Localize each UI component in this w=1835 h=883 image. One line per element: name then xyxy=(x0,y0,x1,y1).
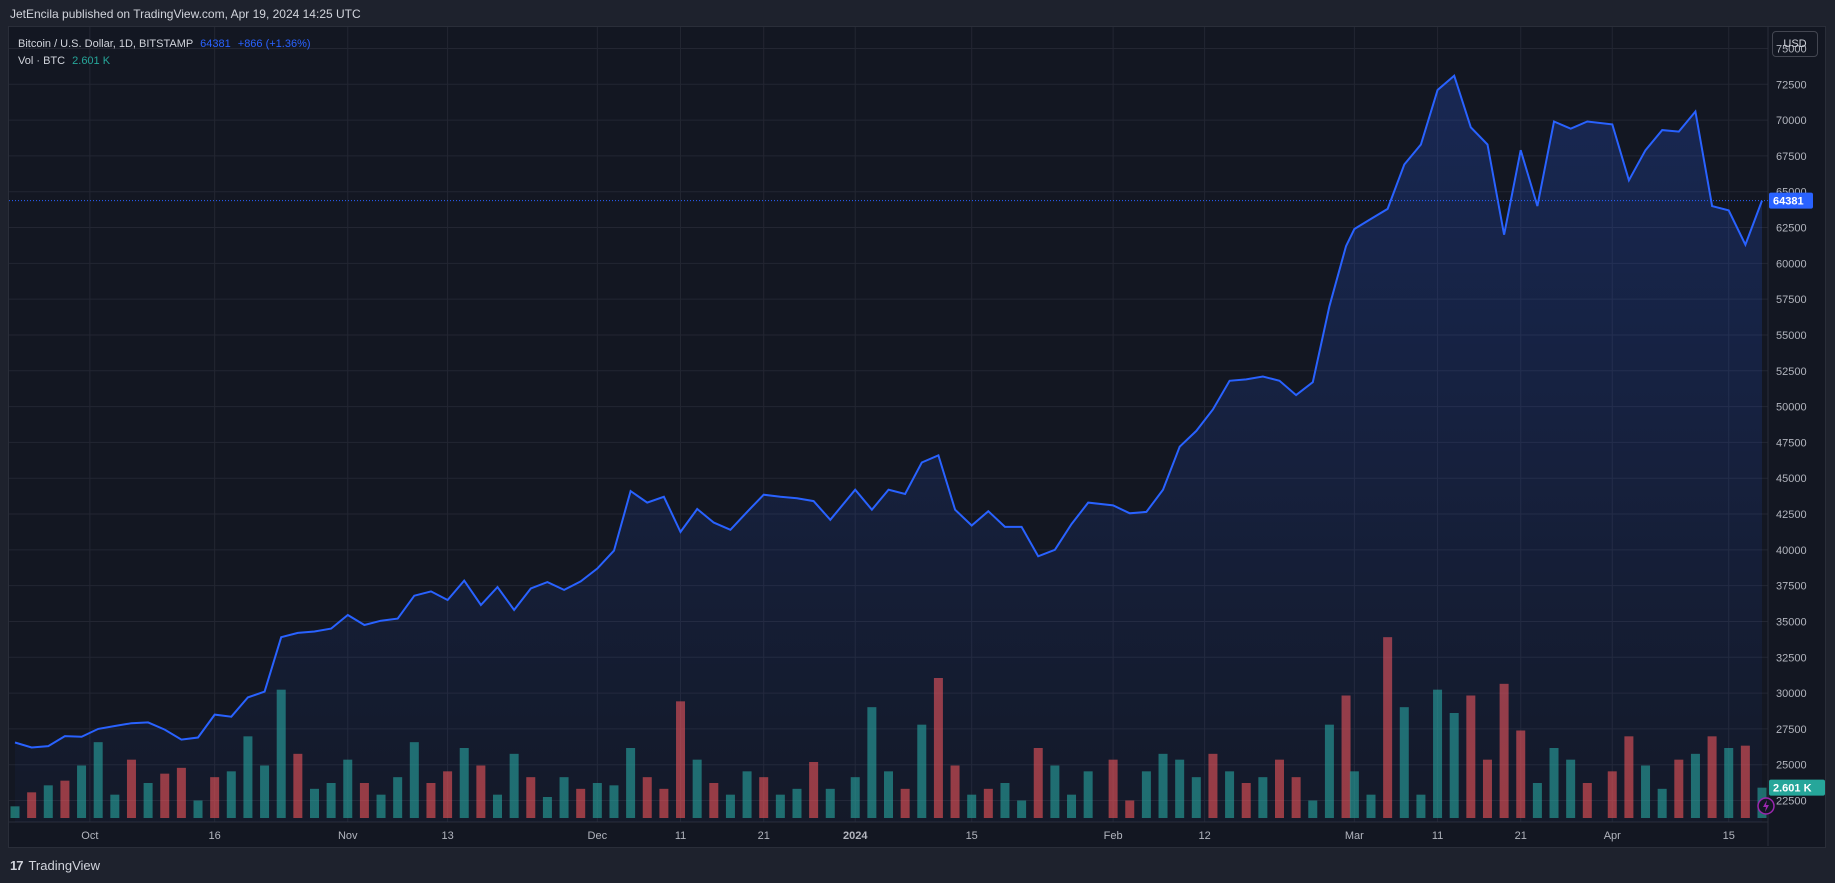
tradingview-logo-icon: 17 xyxy=(10,858,24,873)
x-tick-label: 13 xyxy=(441,830,453,842)
price-badge: 64381 xyxy=(1769,192,1813,209)
y-tick-label: 47500 xyxy=(1776,437,1807,449)
volume-badge-label: 2.601 K xyxy=(1773,783,1812,795)
footer-branding[interactable]: 17 TradingView xyxy=(10,858,100,873)
bolt-icon[interactable] xyxy=(1757,797,1775,815)
publisher-info: JetEncila published on TradingView.com, … xyxy=(10,7,361,21)
x-tick-label: 11 xyxy=(675,830,686,842)
x-tick-label: 15 xyxy=(1723,830,1735,842)
price-line xyxy=(14,73,1763,749)
chart-legend: Bitcoin / U.S. Dollar, 1D, BITSTAMP 6438… xyxy=(18,36,311,70)
y-tick-label: 45000 xyxy=(1776,473,1807,485)
price-area-fill xyxy=(15,75,1762,822)
symbol-row: Bitcoin / U.S. Dollar, 1D, BITSTAMP 6438… xyxy=(18,36,311,53)
y-tick-label: 40000 xyxy=(1776,545,1807,557)
y-tick-label: 70000 xyxy=(1776,115,1807,127)
x-tick-label: 16 xyxy=(209,830,221,842)
x-tick-label: Feb xyxy=(1104,830,1123,842)
volume-row: Vol · BTC 2.601 K xyxy=(18,53,311,70)
x-tick-label: 2024 xyxy=(843,830,868,842)
x-tick-label: Nov xyxy=(338,830,358,842)
y-tick-label: 50000 xyxy=(1776,402,1807,414)
y-tick-label: 67500 xyxy=(1776,151,1807,163)
last-price: 64381 xyxy=(200,38,231,50)
y-tick-label: 37500 xyxy=(1776,581,1807,593)
x-tick-label: Apr xyxy=(1604,830,1621,842)
x-tick-label: 11 xyxy=(1432,830,1443,842)
volume-value: 2.601 K xyxy=(72,55,111,67)
price-change: +866 (+1.36%) xyxy=(237,38,311,50)
x-tick-label: 15 xyxy=(966,830,978,842)
volume-label[interactable]: Vol · BTC xyxy=(18,55,66,67)
y-tick-label: 32500 xyxy=(1776,652,1807,664)
y-tick-label: 42500 xyxy=(1776,509,1807,521)
y-tick-label: 35000 xyxy=(1776,616,1807,628)
x-tick-label: Mar xyxy=(1345,830,1364,842)
y-tick-label: 72500 xyxy=(1776,79,1807,91)
x-tick-label: 12 xyxy=(1198,830,1210,842)
y-tick-label: 25000 xyxy=(1776,760,1807,772)
y-tick-label: 55000 xyxy=(1776,330,1807,342)
symbol-title[interactable]: Bitcoin / U.S. Dollar, 1D, BITSTAMP xyxy=(18,38,194,50)
y-tick-label: 57500 xyxy=(1776,294,1807,306)
x-tick-label: 21 xyxy=(1515,830,1527,842)
price-badge-label: 64381 xyxy=(1773,196,1804,208)
x-tick-label: Oct xyxy=(81,830,98,842)
y-tick-label: 62500 xyxy=(1776,223,1807,235)
y-tick-label: 75000 xyxy=(1776,43,1807,55)
x-tick-label: Dec xyxy=(588,830,608,842)
time-axis[interactable]: Oct 16 Nov 13 Dec 11 21 2024 15 Feb 12 Mar 11 21 Apr 15 xyxy=(81,830,1735,842)
x-tick-label: 21 xyxy=(758,830,770,842)
y-tick-label: 22500 xyxy=(1776,796,1807,808)
y-tick-label: 27500 xyxy=(1776,724,1807,736)
price-axis[interactable]: 22500 25000 27500 30000 32500 35000 37500 40000… xyxy=(1776,43,1807,807)
y-tick-label: 60000 xyxy=(1776,258,1807,270)
volume-badge: 2.601 K xyxy=(1769,779,1825,796)
currency-button[interactable]: USD xyxy=(1772,31,1818,57)
y-tick-label: 52500 xyxy=(1776,366,1807,378)
brand-name: TradingView xyxy=(28,858,101,873)
y-tick-label: 30000 xyxy=(1776,688,1807,700)
